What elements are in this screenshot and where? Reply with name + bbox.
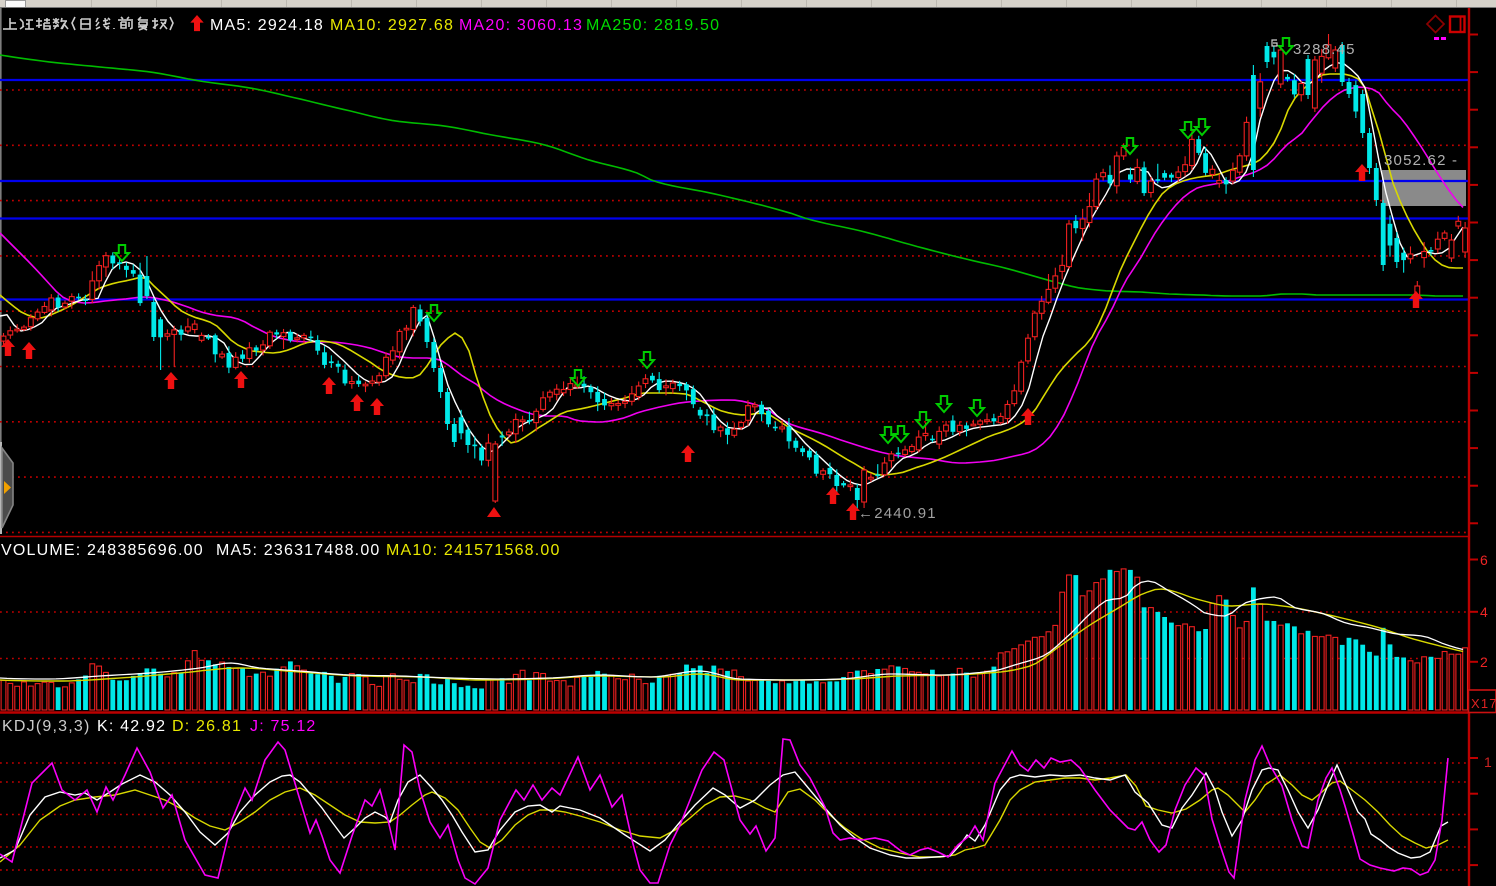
svg-text:MA10: 241571568.00: MA10: 241571568.00 — [386, 542, 561, 559]
svg-text:D: 26.81: D: 26.81 — [172, 718, 242, 735]
svg-text:K: 42.92: K: 42.92 — [97, 718, 166, 735]
svg-text:X17: X17 — [1471, 696, 1496, 711]
svg-text:VOLUME: 248385696.00: VOLUME: 248385696.00 — [1, 542, 204, 559]
svg-text:2: 2 — [1480, 654, 1489, 670]
svg-text:6: 6 — [1480, 552, 1489, 568]
svg-text:KDJ(9,3,3): KDJ(9,3,3) — [2, 718, 90, 735]
svg-text:4: 4 — [1480, 604, 1489, 620]
svg-text:3052.62 -: 3052.62 - — [1384, 152, 1458, 169]
svg-text:MA5: 2924.18: MA5: 2924.18 — [210, 17, 324, 34]
svg-text:MA20: 3060.13: MA20: 3060.13 — [459, 17, 583, 34]
svg-text:3288.45: 3288.45 — [1293, 41, 1356, 58]
svg-text:J: 75.12: J: 75.12 — [250, 718, 317, 735]
svg-text:MA5: 236317488.00: MA5: 236317488.00 — [216, 542, 381, 559]
svg-text:MA250: 2819.50: MA250: 2819.50 — [586, 17, 720, 34]
svg-text:MA10: 2927.68: MA10: 2927.68 — [330, 17, 454, 34]
svg-text:1: 1 — [1484, 754, 1493, 770]
svg-text:←2440.91: ←2440.91 — [858, 505, 937, 522]
